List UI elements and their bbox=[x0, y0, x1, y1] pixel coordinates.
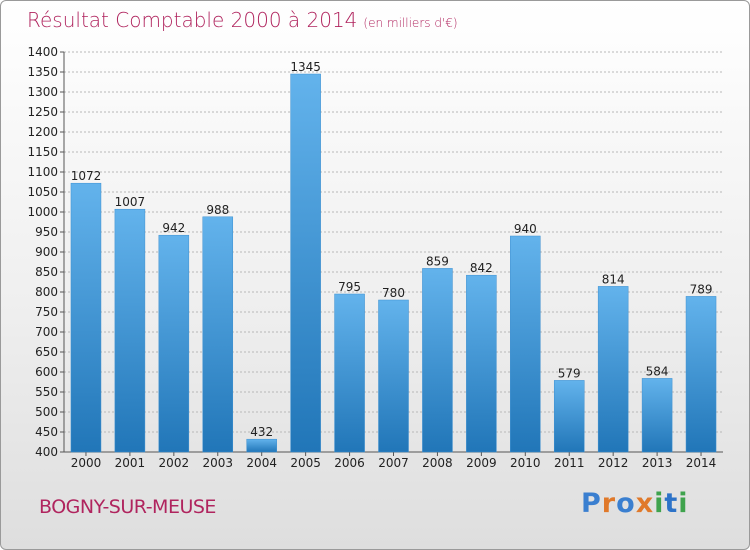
x-tick-label: 2006 bbox=[334, 456, 365, 470]
y-tick-label: 1050 bbox=[27, 185, 58, 199]
y-tick-label: 1400 bbox=[27, 45, 58, 59]
bar-2010 bbox=[510, 235, 541, 453]
data-label: 859 bbox=[426, 254, 449, 268]
logo-letter: t bbox=[664, 488, 679, 519]
y-tick-label: 950 bbox=[35, 225, 58, 239]
data-label: 988 bbox=[206, 203, 229, 217]
x-tick-label: 2010 bbox=[510, 456, 541, 470]
bar-2009 bbox=[466, 274, 497, 453]
logo-letter: x bbox=[635, 488, 655, 519]
logo-letter: i bbox=[654, 488, 665, 519]
y-tick-label: 750 bbox=[35, 305, 58, 319]
data-label: 942 bbox=[162, 221, 185, 235]
y-tick-label: 650 bbox=[35, 345, 58, 359]
bar-2007 bbox=[378, 299, 409, 453]
bar-2008 bbox=[422, 268, 453, 453]
logo-letter: o bbox=[616, 488, 636, 519]
proxiti-logo[interactable]: Proxiti bbox=[581, 488, 689, 519]
y-tick-label: 700 bbox=[35, 325, 58, 339]
data-label: 1072 bbox=[71, 169, 102, 183]
bar-2014 bbox=[685, 296, 717, 453]
y-tick-label: 1200 bbox=[27, 125, 58, 139]
x-tick-label: 2004 bbox=[246, 456, 277, 470]
chart-subtitle: (en milliers d'€) bbox=[363, 16, 458, 30]
y-tick-label: 1350 bbox=[27, 65, 58, 79]
bar-2001 bbox=[114, 208, 146, 453]
x-tick-label: 2008 bbox=[422, 456, 453, 470]
data-label: 1345 bbox=[290, 60, 321, 74]
logo-letter: i bbox=[678, 488, 689, 519]
bar-2000 bbox=[70, 182, 102, 453]
y-tick-label: 900 bbox=[35, 245, 58, 259]
bar-2006 bbox=[334, 293, 365, 453]
y-tick-label: 1250 bbox=[27, 105, 58, 119]
x-tick-label: 2002 bbox=[159, 456, 190, 470]
chart-title: Résultat Comptable 2000 à 2014 (en millie… bbox=[27, 8, 458, 32]
logo-letter: r bbox=[601, 488, 617, 519]
x-tick-label: 2001 bbox=[115, 456, 146, 470]
bar-2013 bbox=[641, 378, 673, 453]
y-tick-label: 1300 bbox=[27, 85, 58, 99]
x-tick-label: 2011 bbox=[554, 456, 585, 470]
data-label: 789 bbox=[690, 282, 713, 296]
x-tick-label: 2014 bbox=[686, 456, 717, 470]
bar-2004 bbox=[246, 438, 277, 453]
place-name: BOGNY-SUR-MEUSE bbox=[39, 496, 216, 518]
x-tick-label: 2013 bbox=[642, 456, 673, 470]
data-label: 1007 bbox=[115, 195, 146, 209]
data-label: 814 bbox=[602, 272, 625, 286]
y-tick-label: 400 bbox=[35, 445, 58, 459]
x-tick-label: 2005 bbox=[290, 456, 321, 470]
y-tick-label: 1150 bbox=[27, 145, 58, 159]
x-tick-label: 2003 bbox=[202, 456, 233, 470]
data-label: 584 bbox=[646, 364, 669, 378]
y-tick-label: 850 bbox=[35, 265, 58, 279]
x-tick-label: 2000 bbox=[71, 456, 102, 470]
y-tick-label: 450 bbox=[35, 425, 58, 439]
data-label: 940 bbox=[514, 222, 537, 236]
bar-2005 bbox=[290, 73, 321, 453]
bar-2012 bbox=[597, 286, 629, 453]
x-tick-label: 2009 bbox=[466, 456, 497, 470]
data-label: 842 bbox=[470, 261, 493, 275]
bar-2003 bbox=[202, 216, 234, 453]
title-text: Résultat Comptable 2000 à 2014 bbox=[27, 8, 358, 32]
y-tick-label: 1000 bbox=[27, 205, 58, 219]
bars bbox=[70, 73, 717, 453]
bar-2011 bbox=[553, 380, 585, 453]
y-tick-label: 800 bbox=[35, 285, 58, 299]
logo-letter: P bbox=[581, 488, 602, 519]
y-tick-label: 600 bbox=[35, 365, 58, 379]
data-labels: 1072 1007 942 988 432 1345 795 780 859 842 940 579 8… bbox=[71, 60, 713, 439]
y-tick-label: 550 bbox=[35, 385, 58, 399]
bar-2002 bbox=[158, 234, 190, 453]
data-label: 780 bbox=[382, 286, 405, 300]
data-label: 795 bbox=[338, 280, 361, 294]
y-tick-label: 1100 bbox=[27, 165, 58, 179]
data-label: 432 bbox=[250, 425, 273, 439]
x-tick-label: 2007 bbox=[378, 456, 409, 470]
y-tick-label: 500 bbox=[35, 405, 58, 419]
x-tick-label: 2012 bbox=[598, 456, 629, 470]
data-label: 579 bbox=[558, 366, 581, 380]
